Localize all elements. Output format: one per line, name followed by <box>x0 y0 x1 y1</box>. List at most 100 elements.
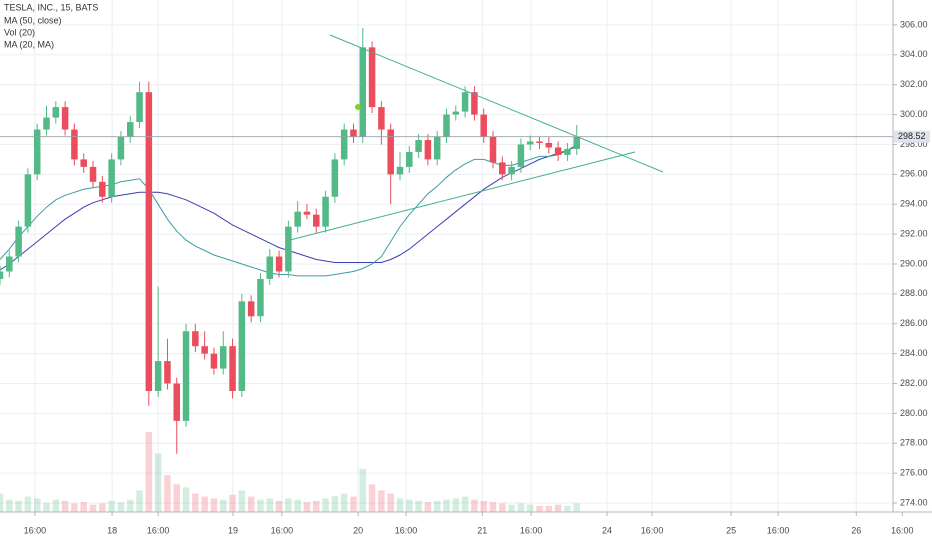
y-tick-label: 304.00 <box>900 49 928 59</box>
x-tick-label: 26 <box>851 525 861 535</box>
volume-bar <box>480 500 487 512</box>
y-tick-label: 294.00 <box>900 199 928 209</box>
y-tick-label: 286.00 <box>900 318 928 328</box>
candle-body <box>517 144 525 167</box>
last-price-label: 298.52 <box>898 131 926 141</box>
volume-bar <box>303 502 311 512</box>
y-tick-label: 296.00 <box>900 169 928 179</box>
candle-body <box>424 139 432 160</box>
candle-body <box>192 331 199 347</box>
candle-body <box>80 159 87 167</box>
candle-body <box>229 346 236 391</box>
volume-bar <box>99 503 106 512</box>
candle-body <box>219 346 227 369</box>
volume-bar <box>0 493 4 512</box>
x-tick-label: 18 <box>107 525 117 535</box>
y-tick-label: 288.00 <box>900 288 928 298</box>
y-tick-label: 284.00 <box>900 348 928 358</box>
volume-bar <box>89 504 97 512</box>
volume-bar <box>340 493 348 512</box>
y-tick-label: 298.00 <box>900 139 928 149</box>
volume-bar <box>415 500 422 512</box>
volume-bar <box>545 505 553 512</box>
x-tick-label: 20 <box>353 525 363 535</box>
volume-bar <box>257 499 264 512</box>
y-tick-label: 274.00 <box>900 497 928 507</box>
candle-body <box>480 114 487 138</box>
volume-bar <box>266 498 274 512</box>
volume-bar <box>499 503 506 512</box>
volume-bar <box>489 502 497 512</box>
y-tick-label: 290.00 <box>900 258 928 268</box>
candle-body <box>238 301 246 391</box>
volume-bar <box>322 498 329 512</box>
candle-body <box>331 159 339 197</box>
volume-bar <box>108 500 115 512</box>
volume-bar <box>387 493 394 512</box>
candle-body <box>24 174 32 227</box>
candle-body <box>71 129 78 160</box>
volume-bar <box>313 500 320 512</box>
volume-bar <box>154 453 162 512</box>
candle-body <box>266 256 274 279</box>
y-tick-label: 280.00 <box>900 408 928 418</box>
volume-bar <box>173 484 180 512</box>
volume-bar <box>145 432 153 512</box>
candle-body <box>173 383 180 421</box>
volume-bar <box>192 493 199 512</box>
x-tick-label: 16:00 <box>641 525 664 535</box>
candle-body <box>52 107 60 118</box>
candle-body <box>359 47 367 138</box>
legend-title: TESLA, INC., 15, BATS <box>4 2 98 12</box>
x-tick-label: 16:00 <box>24 525 47 535</box>
candle-body <box>368 47 376 108</box>
candle-body <box>182 331 190 421</box>
volume-bar <box>136 490 143 512</box>
x-tick-label: 24 <box>602 525 612 535</box>
x-tick-label: 16:00 <box>147 525 170 535</box>
volume-bar <box>210 498 218 512</box>
volume-bar <box>71 503 78 512</box>
y-tick-label: 302.00 <box>900 79 928 89</box>
candle-body <box>201 346 208 354</box>
candle-body <box>108 159 115 197</box>
volume-bar <box>406 499 413 512</box>
volume-bar <box>350 496 357 512</box>
volume-bar <box>554 504 562 512</box>
candles <box>0 27 580 454</box>
candle-body <box>210 353 218 369</box>
candle-body <box>415 139 422 152</box>
volume-bar <box>424 502 432 512</box>
x-tick-label: 16:00 <box>767 525 790 535</box>
volume-bar <box>536 505 543 512</box>
volume-bar <box>517 503 525 512</box>
volume-bar <box>201 496 208 512</box>
volume-bar <box>43 502 50 512</box>
x-tick-label: 19 <box>228 525 238 535</box>
candle-body <box>0 271 4 279</box>
legend-ma20: MA (20, MA) <box>4 39 54 49</box>
candle-body <box>89 166 97 182</box>
candle-body <box>387 129 394 175</box>
candle-body <box>43 117 50 130</box>
volume-bar <box>61 500 69 512</box>
y-tick-label: 292.00 <box>900 228 928 238</box>
volume-bar <box>275 500 283 512</box>
x-tick-label: 21 <box>477 525 487 535</box>
candle-body <box>15 226 22 257</box>
candle-body <box>378 107 385 130</box>
candle-body <box>340 129 348 160</box>
candle-body <box>508 166 515 175</box>
volume <box>0 432 580 512</box>
volume-bar <box>219 499 227 512</box>
y-tick-label: 300.00 <box>900 109 928 119</box>
x-tick-label: 16:00 <box>395 525 418 535</box>
legend: TESLA, INC., 15, BATS MA (50, close) Vol… <box>4 2 98 49</box>
volume-bar <box>285 498 292 512</box>
volume-bar <box>238 490 246 512</box>
candle-body <box>573 136 580 149</box>
candle-body <box>154 361 162 391</box>
candle-body <box>406 151 413 167</box>
